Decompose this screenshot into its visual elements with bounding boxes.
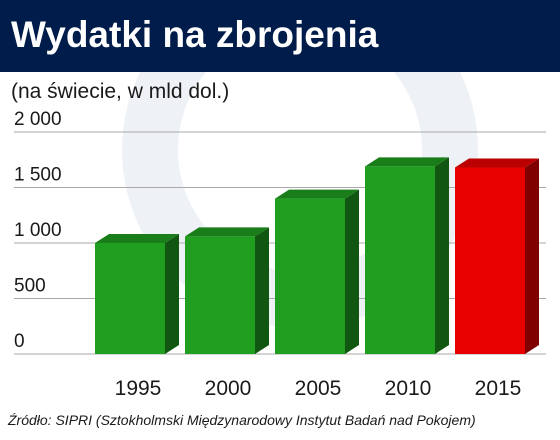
bar-side (525, 158, 539, 354)
bar-front (365, 166, 435, 354)
y-tick-label: 500 (14, 276, 46, 297)
x-tick-label: 2000 (205, 377, 252, 400)
bar-top (185, 227, 269, 237)
x-tick-label: 2010 (385, 377, 432, 400)
bar-side (435, 157, 449, 354)
source-note: Źródło: SIPRI (Sztokholmski Międzynarodo… (8, 412, 476, 428)
bar-front (275, 198, 345, 354)
bar-top (365, 157, 449, 167)
bars (95, 157, 539, 354)
y-tick-label: 1 500 (14, 165, 62, 186)
bar-side (165, 234, 179, 354)
y-tick-label: 0 (14, 331, 25, 352)
y-tick-labels: 0 500 1 000 1 500 2 000 (14, 109, 62, 352)
x-tick-labels: 1995 2000 2005 2010 2015 (115, 377, 522, 400)
bar-side (255, 227, 269, 354)
x-tick-label: 2015 (475, 377, 522, 400)
bar-1995 (95, 234, 179, 354)
bar-2005 (275, 189, 359, 354)
bar-front (455, 167, 525, 354)
chart-title: Wydatki na zbrojenia (11, 14, 379, 55)
x-tick-label: 2005 (295, 377, 342, 400)
bar-top (275, 189, 359, 199)
bar-front (95, 243, 165, 354)
bar-2000 (185, 227, 269, 354)
title-bar: Wydatki na zbrojenia (0, 0, 560, 72)
bar-side (345, 189, 359, 354)
y-tick-label: 1 000 (14, 220, 62, 241)
bar-front (185, 236, 255, 354)
bar-top (95, 234, 179, 243)
bar-top (455, 158, 539, 168)
bar-2015 (455, 158, 539, 354)
y-tick-label: 2 000 (14, 109, 62, 130)
x-tick-label: 1995 (115, 377, 162, 400)
chart-subtitle: (na świecie, w mld dol.) (11, 80, 230, 103)
bar-2010 (365, 157, 449, 354)
